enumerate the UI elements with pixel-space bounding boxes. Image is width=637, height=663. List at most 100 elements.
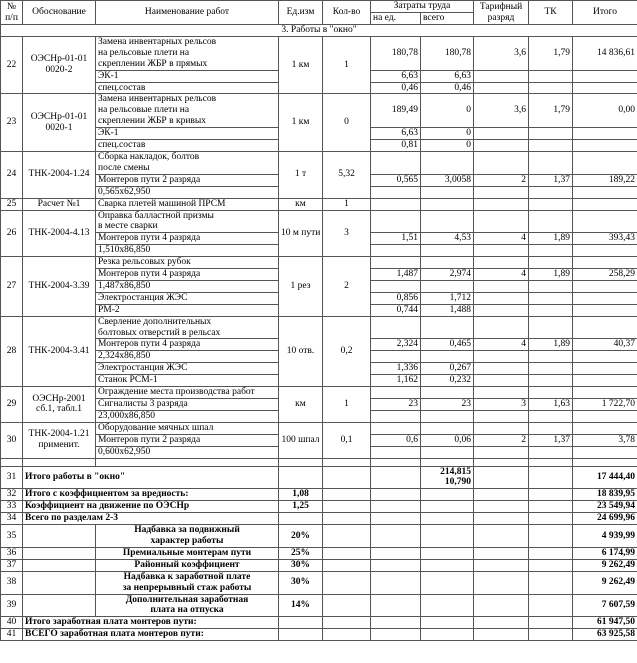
labor-per-unit: 2,324 <box>370 338 421 352</box>
coefficient: 1,08 <box>278 488 323 502</box>
unit: 1 км <box>278 35 323 95</box>
tk <box>528 386 574 399</box>
table-row: 26 ТНК-2004-4.13 Оправка балластной призмы… <box>0 209 637 258</box>
labor-total <box>419 209 475 234</box>
labor-total: 3,0058 <box>419 173 475 187</box>
tk <box>528 374 574 388</box>
empty-cell <box>278 457 323 467</box>
empty-cell <box>95 457 279 467</box>
table-row: 33 Коэффициент на движение по ОЭСНр 1,25 23… <box>0 500 637 514</box>
row-number: 41 <box>0 628 23 642</box>
table-row: 22 ОЭСНр-01-01 0020-2 Замена инвентарных ре… <box>0 35 637 95</box>
table-row: спец.состав 0,81 0 <box>1 139 637 152</box>
empty-cell <box>22 524 96 548</box>
empty-cell <box>370 616 421 630</box>
grade <box>473 150 530 175</box>
basis: ТНК-2004-3.41 <box>22 315 96 388</box>
tk <box>528 445 574 459</box>
text-line: Монтеров пути 2 разряда <box>98 174 201 185</box>
header-row: № п/п Обоснование Наименование работ Ед.… <box>0 0 637 25</box>
header-cell: Кол-во <box>322 0 371 25</box>
table-row: 24 ТНК-2004-1.24 Сборка накладок, болтов по… <box>0 150 637 199</box>
labor-total: 1,488 <box>419 303 475 317</box>
empty-cell <box>419 457 475 467</box>
labor-total: 214,815 10,790 <box>419 465 475 490</box>
text-line: 0020-1 <box>45 122 73 133</box>
text-line: Дополнительная заработная <box>125 594 249 605</box>
coefficient <box>278 465 323 490</box>
grade: 3,6 <box>473 93 530 129</box>
header-cell: Ед.изм <box>278 0 323 25</box>
tk <box>528 291 574 305</box>
table-row: 41 ВСЕГО заработная плата монтеров пути: 6… <box>0 628 637 642</box>
work-name: Сверление дополнительных болтовых отверст… <box>95 315 279 340</box>
work-name: РМ-2 <box>95 303 279 317</box>
sum <box>572 291 637 305</box>
grade <box>473 386 530 399</box>
work-name: Сборка накладок, болтов после смены <box>95 150 279 175</box>
text-line: Сигналисты 3 разряда <box>98 399 188 409</box>
text-line: ТНК-2004-3.41 <box>28 345 90 356</box>
labor-per-unit: 1,51 <box>370 232 421 246</box>
labor-per-unit: 0,744 <box>370 303 421 317</box>
labor-total <box>419 350 475 364</box>
text-line: на рельсовые плети на <box>98 105 190 116</box>
text-line: Монтеров пути 2 разряда <box>98 434 201 445</box>
text-line: Монтеров пути 4 разряда <box>98 339 201 350</box>
sum: 3,78 <box>572 433 637 447</box>
header-cell: Итого <box>572 0 637 25</box>
text-line: скреплении ЖБР в кривых <box>98 116 207 127</box>
empty-cell <box>22 593 96 618</box>
empty-cell <box>322 488 371 502</box>
work-name: Электростанция ЖЭС <box>95 362 279 376</box>
basis: ТНК-2004-4.13 <box>22 209 96 258</box>
coefficient: 1,25 <box>278 500 323 514</box>
table-row: ЭК-1 6,63 0 <box>1 127 637 141</box>
empty-cell <box>322 465 371 490</box>
total-label: ВСЕГО заработная плата монтеров пути: <box>22 628 279 642</box>
empty-cell <box>22 546 96 560</box>
empty-cell <box>572 457 637 467</box>
tk: 1,89 <box>528 232 574 246</box>
empty-cell <box>473 524 530 548</box>
text-line: ОЭСНр-01-01 <box>30 111 88 122</box>
labor-total <box>419 256 475 270</box>
basis: Расчет №1 <box>22 197 96 211</box>
labor-total <box>419 421 475 435</box>
work-name: ЭК-1 <box>95 127 279 141</box>
row-number: 35 <box>0 524 23 548</box>
tk <box>528 69 574 83</box>
labor-per-unit: 1,336 <box>370 362 421 376</box>
row-number: 30 <box>0 421 23 459</box>
empty-cell <box>370 500 421 514</box>
empty-cell <box>22 457 96 467</box>
row-number: 24 <box>0 150 23 199</box>
table-row: Станок РСМ-1 1,162 0,232 <box>1 374 637 388</box>
empty-cell <box>322 558 371 572</box>
tk: 1,89 <box>528 338 574 352</box>
row-number: 28 <box>0 315 23 388</box>
work-name: 1,487х86,850 <box>95 279 279 293</box>
labor-per-unit <box>370 256 421 270</box>
text-line: в месте сварки <box>98 221 158 232</box>
labor-per-unit: 180,78 <box>370 35 421 71</box>
grade: 3 <box>473 398 530 411</box>
work-name: 2,324х86,850 <box>95 350 279 364</box>
labor-per-unit <box>370 197 421 211</box>
table-row: Электростанция ЖЭС 1,336 0,267 <box>1 362 637 376</box>
labor-per-unit <box>370 209 421 234</box>
coefficient <box>278 616 323 630</box>
grade <box>473 350 530 364</box>
labor-total <box>419 524 475 548</box>
table-row: 36 Премиальные монтерам пути 25% 6 174,99 <box>0 546 637 560</box>
row-number: 22 <box>0 35 23 95</box>
sum: 18 839,95 <box>572 488 637 502</box>
text-line: РМ-2 <box>98 304 120 315</box>
quantity: 1 <box>322 197 371 211</box>
labor-total: 0 <box>419 93 475 129</box>
grade <box>473 197 530 211</box>
labor-per-unit <box>370 150 421 175</box>
sum <box>572 315 637 340</box>
empty-cell <box>0 457 23 467</box>
total-label: Коэффициент на движение по ОЭСНр <box>22 500 279 514</box>
